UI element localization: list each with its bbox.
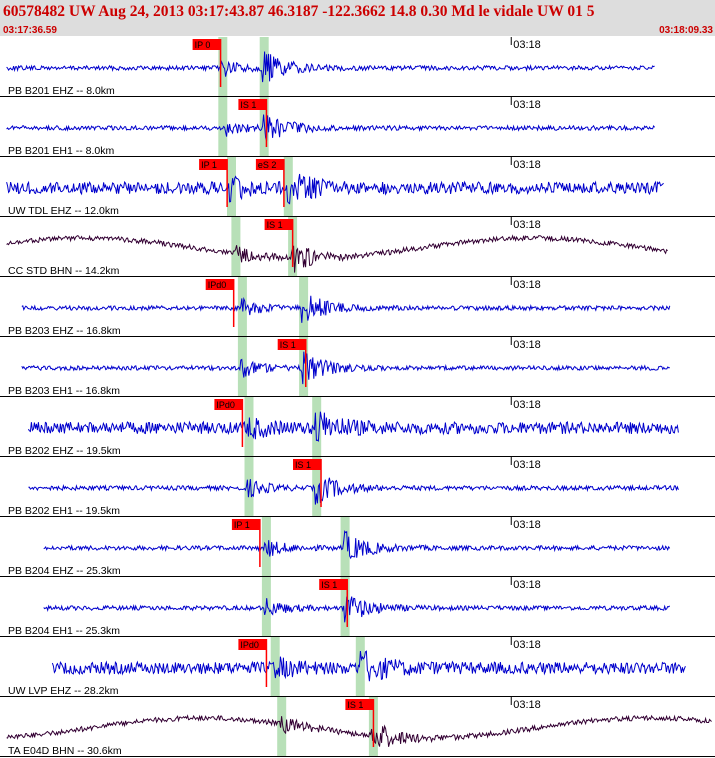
channel-label: PB B204 EHZ -- 25.3km [8,565,121,577]
trace-panels: 03:18 IP 0 PB B201 EHZ -- 8.0km 03:18 IS 1 PB… [0,37,715,757]
waveform-trace [51,650,686,682]
minute-label: 03:18 [513,579,541,591]
pick-flag[interactable] [319,579,348,590]
pick-flag[interactable] [277,339,306,350]
pick-label: IPd0 [208,280,227,290]
s-theoretical-band [312,397,322,457]
pick-label: IP 1 [234,520,250,530]
pick-flag[interactable] [293,459,321,470]
channel-label: UW TDL EHZ -- 12.0km [8,205,119,217]
waveform-trace [21,295,671,323]
header-background [0,0,715,36]
minute-label: 03:18 [513,99,541,111]
minute-label: 03:18 [513,399,541,411]
pick-flag[interactable] [231,519,260,530]
minute-label: 03:18 [513,519,541,531]
waveform-trace [6,51,655,83]
pick-label: eS 2 [258,160,277,170]
s-theoretical-band [283,157,293,217]
pick-flag[interactable] [345,699,374,710]
pick-label: IS 1 [267,220,283,230]
minute-label: 03:18 [513,159,541,171]
pick-flag[interactable] [238,639,267,650]
p-theoretical-band [218,37,228,97]
waveform-trace [6,114,655,141]
s-theoretical-band [299,277,309,337]
channel-label: CC STD BHN -- 14.2km [8,265,120,277]
pick-flag[interactable] [264,219,293,230]
channel-label: PB B201 EH1 -- 8.0km [8,145,114,157]
pick-flag[interactable] [205,279,234,290]
minute-label: 03:18 [513,339,541,351]
waveform-trace [6,173,664,205]
waveform-trace [21,351,670,385]
waveform-trace [43,530,671,560]
s-theoretical-band [355,637,365,697]
trace-panel: 03:18 IPd0 PB B202 EHZ -- 19.5km [0,397,715,457]
pick-flag[interactable] [255,159,284,170]
event-title: 60578482 UW Aug 24, 2013 03:17:43.87 46.… [3,3,595,20]
channel-label: UW LVP EHZ -- 28.2km [8,685,119,697]
channel-label: PB B203 EHZ -- 16.8km [8,325,121,337]
waveform-trace [6,714,712,747]
trace-panel: 03:18 IS 1 PB B201 EH1 -- 8.0km [0,97,715,157]
pick-label: IPd0 [216,400,235,410]
minute-label: 03:18 [513,279,541,291]
p-theoretical-band [270,637,280,697]
trace-panel: 03:18 IP 1 eS 2 UW TDL EHZ -- 12.0km [0,157,715,217]
channel-label: PB B204 EH1 -- 25.3km [8,625,120,637]
pick-flag[interactable] [238,99,267,110]
trace-panel: 03:18 IP 1 PB B204 EHZ -- 25.3km [0,517,715,577]
minute-label: 03:18 [513,699,541,711]
p-theoretical-band [218,97,228,157]
minute-label: 03:18 [513,219,541,231]
waveform-trace [6,234,668,273]
pick-flag[interactable] [199,159,228,170]
s-theoretical-band [340,577,350,637]
trace-panel: 03:18 IS 1 PB B203 EH1 -- 16.8km [0,337,715,397]
channel-label: TA E04D BHN -- 30.6km [8,745,122,757]
start-time: 03:17:36.59 [3,25,57,36]
pick-label: IP 0 [195,40,211,50]
pick-flag[interactable] [192,39,221,50]
pick-label: IS 1 [295,460,311,470]
pick-label: IS 1 [280,340,296,350]
channel-label: PB B201 EHZ -- 8.0km [8,85,115,97]
trace-panel: 03:18 IPd0 UW LVP EHZ -- 28.2km [0,637,715,697]
trace-panel: 03:18 IP 0 PB B201 EHZ -- 8.0km [0,37,715,97]
pick-label: IS 1 [321,580,337,590]
channel-label: PB B202 EHZ -- 19.5km [8,445,121,457]
minute-label: 03:18 [513,639,541,651]
trace-panel: 03:18 IS 1 PB B204 EH1 -- 25.3km [0,577,715,637]
pick-label: IS 1 [240,100,256,110]
s-theoretical-band [340,517,350,577]
channel-label: PB B202 EH1 -- 19.5km [8,505,120,517]
trace-panel: 03:18 IS 1 CC STD BHN -- 14.2km [0,217,715,277]
waveform-trace [43,596,671,623]
minute-label: 03:18 [513,39,541,51]
pick-label: IP 1 [201,160,217,170]
pick-label: IPd0 [240,640,259,650]
trace-panel: 03:18 IS 1 PB B202 EH1 -- 19.5km [0,457,715,517]
channel-label: PB B203 EH1 -- 16.8km [8,385,120,397]
end-time: 03:18:09.33 [659,25,713,36]
waveform-trace [27,411,679,442]
trace-panel: 03:18 IPd0 PB B203 EHZ -- 16.8km [0,277,715,337]
waveform-trace [28,477,679,505]
s-theoretical-band [312,457,322,517]
minute-label: 03:18 [513,459,541,471]
p-theoretical-band [277,697,287,757]
pick-label: IS 1 [347,700,363,710]
pick-flag[interactable] [214,399,243,410]
trace-panel: 03:18 IS 1 TA E04D BHN -- 30.6km [0,697,715,757]
p-theoretical-band [244,457,254,517]
